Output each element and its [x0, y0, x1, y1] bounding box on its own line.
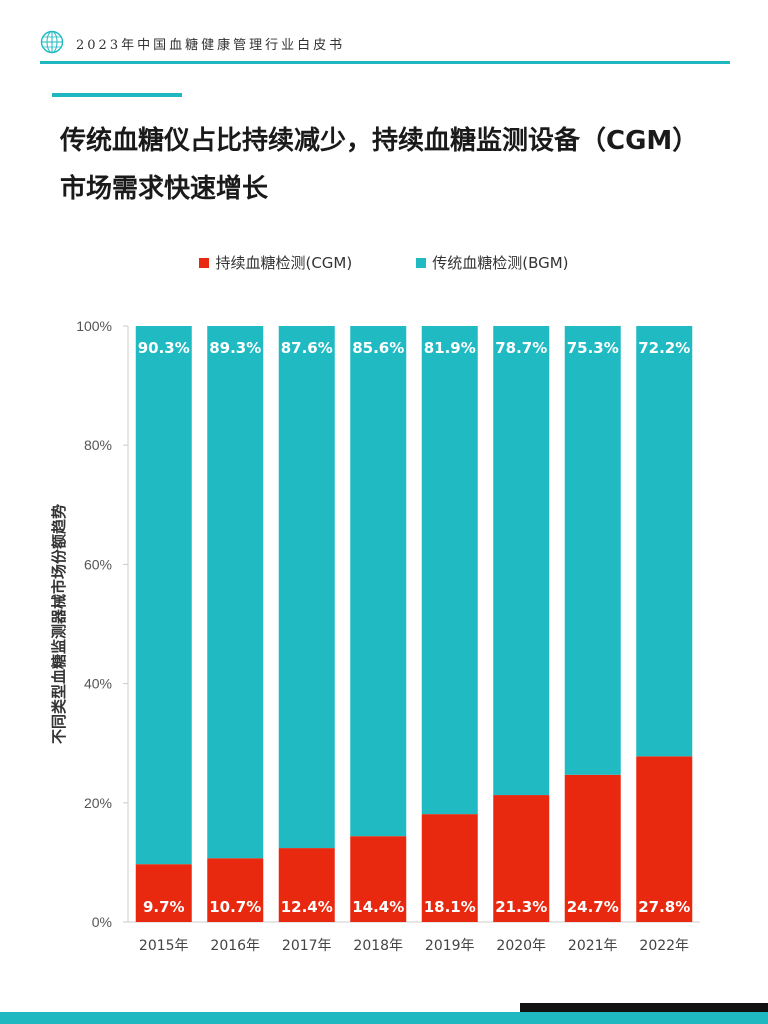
data-label-bgm: 75.3% [567, 339, 619, 357]
data-label-cgm: 24.7% [567, 898, 619, 916]
legend-item-bgm: 传统血糖检测(BGM) [416, 252, 569, 273]
x-tick-label: 2017年 [282, 938, 332, 954]
bar-cgm [493, 795, 550, 922]
data-label-cgm: 21.3% [495, 898, 547, 916]
data-label-bgm: 81.9% [424, 339, 476, 357]
stacked-bar-chart: 0% 20% 40% 60% 80% 100% 不同类型血糖监测器械市场份额趋势 9.7% 90… [50, 318, 700, 954]
header: 2023年中国血糖健康管理行业白皮书 [40, 28, 730, 64]
bar-bgm [350, 326, 407, 837]
bar-bgm [278, 326, 335, 849]
chart-legend: 持续血糖检测(CGM) 传统血糖检测(BGM) [0, 252, 768, 273]
y-tick-label: 0% [92, 914, 112, 930]
bar-bgm [421, 326, 478, 815]
x-tick-label: 2021年 [568, 938, 618, 954]
page-title-line2: 市场需求快速增长 [60, 174, 269, 204]
y-tick-label: 40% [84, 676, 112, 692]
title-accent-bar [52, 93, 182, 97]
x-tick-label: 2016年 [210, 938, 260, 954]
x-tick-label: 2015年 [139, 938, 189, 954]
data-label-bgm: 90.3% [138, 339, 190, 357]
bar-cgm [135, 864, 192, 922]
y-tick-label: 100% [76, 318, 112, 334]
y-tick-label: 20% [84, 795, 112, 811]
bar-bgm [207, 326, 264, 859]
y-tick-label: 60% [84, 556, 112, 572]
legend-label-bgm: 传统血糖检测(BGM) [432, 254, 569, 272]
footer-black-bar [520, 1003, 768, 1013]
data-label-cgm: 10.7% [209, 898, 261, 916]
bar-cgm [564, 774, 621, 922]
y-tick-label: 80% [84, 437, 112, 453]
footer-teal-bar [0, 1012, 768, 1024]
data-label-cgm: 9.7% [143, 898, 185, 916]
bar-cgm [350, 836, 407, 922]
header-divider [40, 61, 730, 64]
y-axis-title: 不同类型血糖监测器械市场份额趋势 [50, 504, 68, 744]
bar-cgm [207, 858, 264, 922]
bar-bgm [135, 326, 192, 865]
data-label-cgm: 12.4% [281, 898, 333, 916]
data-label-cgm: 18.1% [424, 898, 476, 916]
data-label-cgm: 27.8% [638, 898, 690, 916]
bar-cgm [421, 814, 478, 922]
data-label-bgm: 87.6% [281, 339, 333, 357]
legend-swatch-bgm [416, 257, 427, 268]
bar-bgm [493, 326, 550, 796]
bar-bgm [564, 326, 621, 775]
x-tick-label: 2019年 [425, 938, 475, 954]
x-tick-label: 2022年 [639, 938, 689, 954]
data-label-cgm: 14.4% [352, 898, 404, 916]
data-label-bgm: 89.3% [209, 339, 261, 357]
bar-cgm [636, 756, 693, 922]
page-title: 传统血糖仪占比持续减少，持续血糖监测设备（CGM） 市场需求快速增长 [60, 117, 760, 213]
legend-swatch-cgm [199, 257, 210, 268]
data-label-bgm: 78.7% [495, 339, 547, 357]
x-tick-label: 2018年 [353, 938, 403, 954]
globe-logo-icon [40, 30, 64, 54]
data-label-bgm: 85.6% [352, 339, 404, 357]
page-title-line1: 传统血糖仪占比持续减少，持续血糖监测设备（CGM） [60, 126, 699, 156]
x-tick-label: 2020年 [496, 938, 546, 954]
bar-cgm [278, 848, 335, 922]
data-label-bgm: 72.2% [638, 339, 690, 357]
bar-bgm [636, 326, 693, 757]
legend-label-cgm: 持续血糖检测(CGM) [215, 254, 353, 272]
legend-item-cgm: 持续血糖检测(CGM) [199, 252, 352, 273]
report-title: 2023年中国血糖健康管理行业白皮书 [76, 38, 346, 53]
